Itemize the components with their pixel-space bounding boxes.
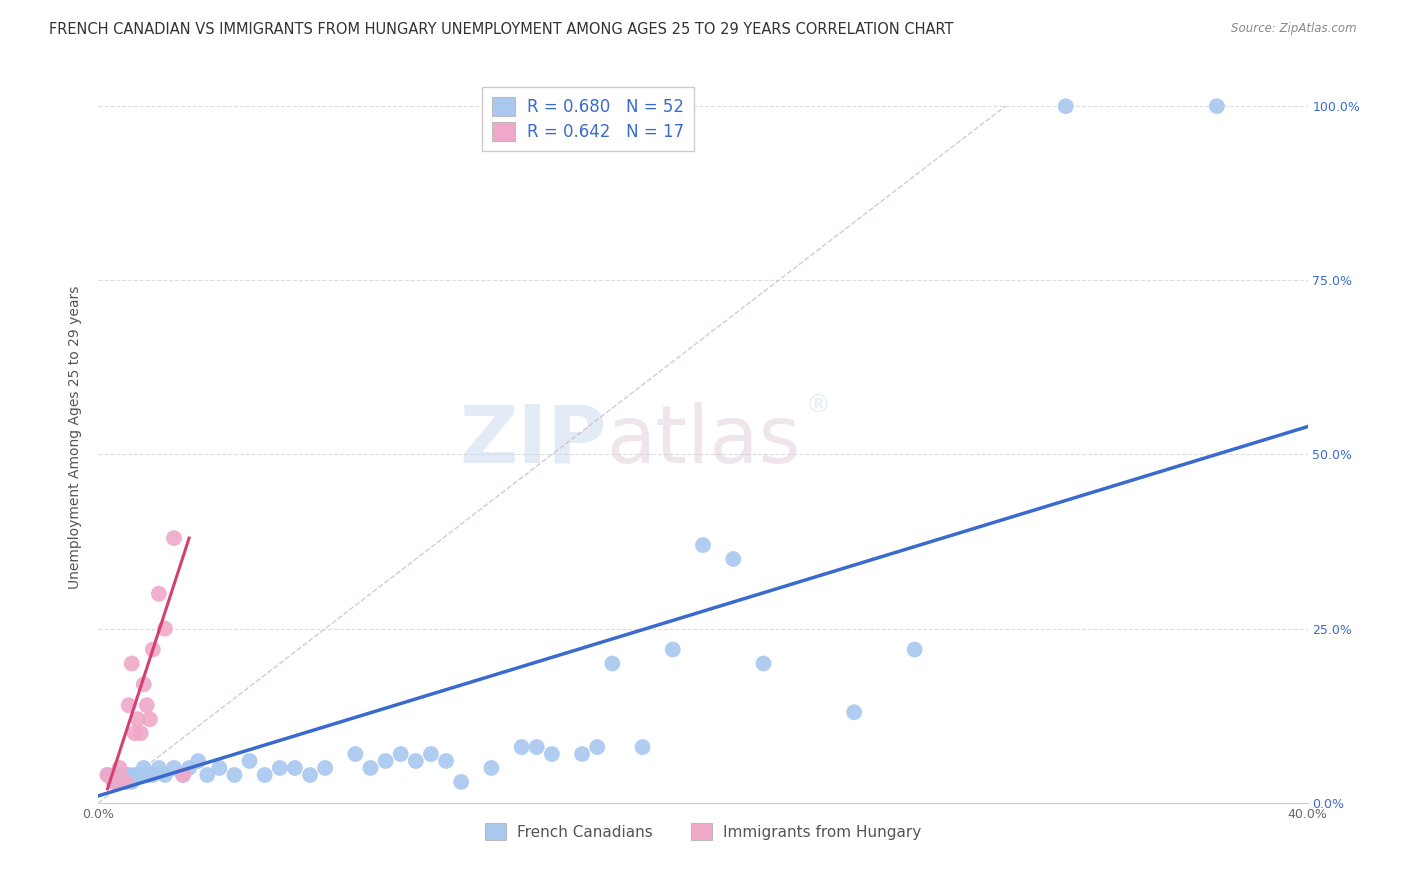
Point (187, 754, 209, 768)
Point (108, 775, 131, 789)
Point (661, 642, 683, 657)
Point (344, 747, 367, 761)
Point (148, 587, 170, 601)
Point (105, 768, 128, 782)
Point (163, 531, 186, 545)
Point (148, 761, 170, 775)
Text: ZIP: ZIP (458, 401, 606, 480)
Point (389, 747, 412, 761)
Point (602, 657, 624, 671)
Point (692, 538, 714, 552)
Point (208, 761, 231, 775)
Point (586, 740, 609, 755)
Point (314, 761, 336, 775)
Point (434, 754, 457, 768)
Point (111, 768, 134, 782)
Text: Source: ZipAtlas.com: Source: ZipAtlas.com (1232, 22, 1357, 36)
Point (510, 740, 533, 755)
Point (108, 761, 131, 775)
Point (132, 677, 155, 691)
Point (96, 768, 118, 782)
Point (172, 768, 194, 782)
Point (124, 726, 146, 740)
Point (121, 775, 143, 789)
Point (132, 761, 155, 775)
Point (1054, 99, 1077, 113)
Y-axis label: Unemployment Among Ages 25 to 29 years: Unemployment Among Ages 25 to 29 years (69, 285, 83, 589)
Point (96, 768, 118, 782)
Point (269, 761, 291, 775)
Point (163, 761, 186, 775)
Point (481, 761, 503, 775)
Point (114, 775, 136, 789)
Point (195, 768, 218, 782)
Point (1206, 99, 1229, 113)
Point (103, 775, 125, 789)
Point (284, 761, 307, 775)
Point (179, 761, 201, 775)
Point (129, 726, 152, 740)
Point (299, 768, 322, 782)
Point (540, 747, 562, 761)
Point (526, 740, 548, 755)
Point (360, 761, 382, 775)
Point (752, 657, 775, 671)
Legend: French Canadians, Immigrants from Hungary: French Canadians, Immigrants from Hungar… (478, 816, 928, 847)
Point (121, 657, 143, 671)
Point (723, 552, 745, 566)
Point (224, 768, 246, 782)
Point (118, 768, 141, 782)
Point (135, 698, 157, 713)
Point (844, 705, 866, 719)
Point (103, 775, 125, 789)
Point (904, 642, 927, 657)
Point (127, 712, 149, 726)
Point (124, 768, 146, 782)
Text: ®: ® (806, 393, 831, 417)
Point (571, 747, 593, 761)
Point (142, 768, 165, 782)
Point (139, 712, 162, 726)
Point (450, 775, 472, 789)
Text: atlas: atlas (606, 401, 800, 480)
Text: FRENCH CANADIAN VS IMMIGRANTS FROM HUNGARY UNEMPLOYMENT AMONG AGES 25 TO 29 YEAR: FRENCH CANADIAN VS IMMIGRANTS FROM HUNGA… (49, 22, 953, 37)
Point (135, 768, 157, 782)
Point (172, 768, 194, 782)
Point (420, 747, 443, 761)
Point (153, 622, 176, 636)
Point (374, 754, 396, 768)
Point (253, 768, 276, 782)
Point (631, 740, 654, 755)
Point (142, 642, 165, 657)
Point (153, 768, 176, 782)
Point (405, 754, 427, 768)
Point (127, 768, 149, 782)
Point (114, 775, 136, 789)
Point (118, 698, 141, 713)
Point (239, 754, 262, 768)
